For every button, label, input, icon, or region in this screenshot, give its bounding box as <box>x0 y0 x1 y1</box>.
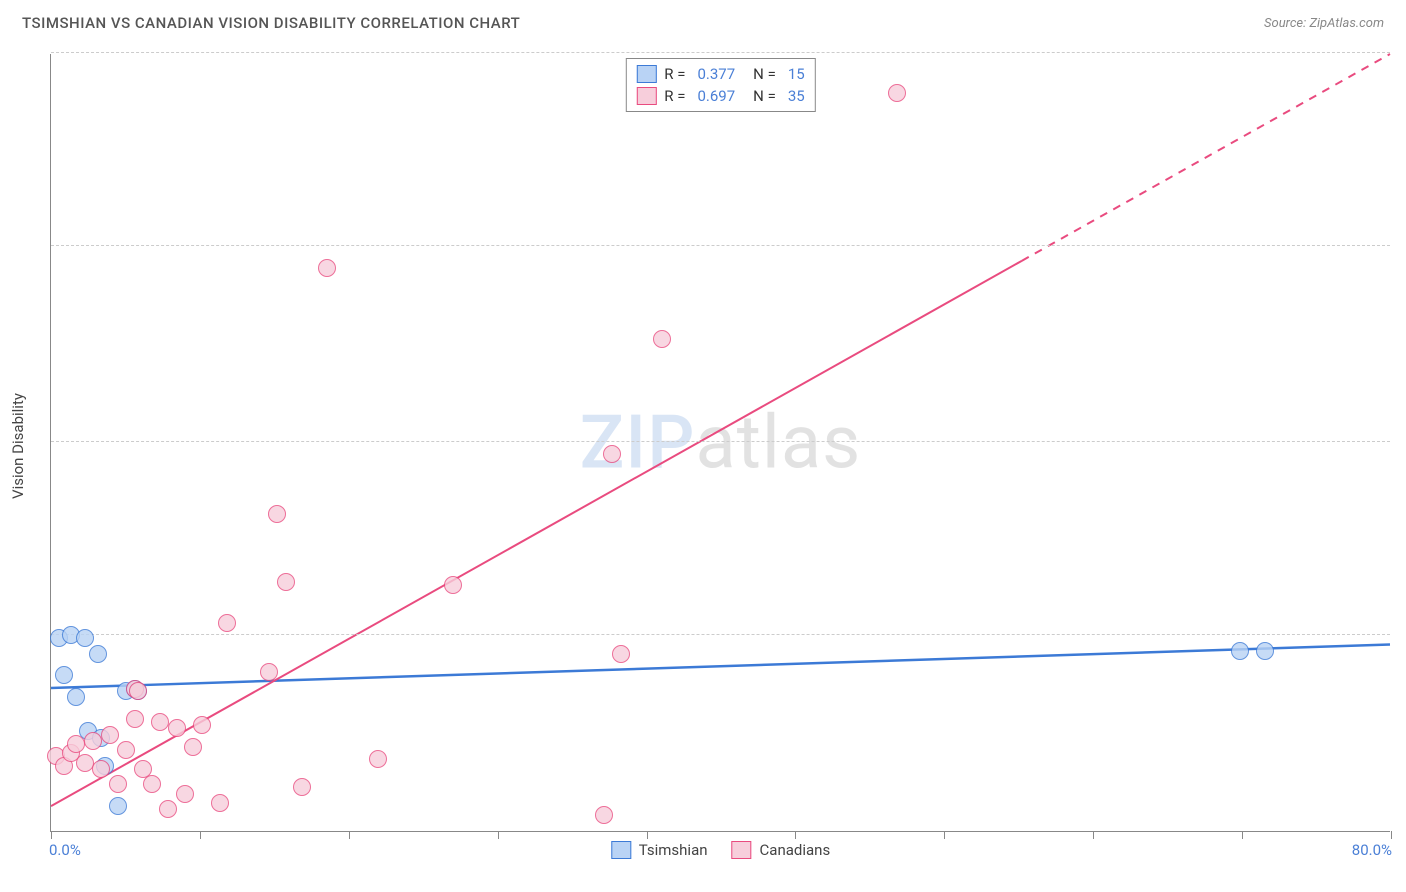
x-tick <box>1391 831 1392 839</box>
data-point <box>55 666 73 684</box>
gridline <box>51 634 1390 635</box>
data-point <box>211 794 229 812</box>
x-tick <box>498 831 499 839</box>
series-name: Canadians <box>760 841 831 859</box>
data-point <box>193 716 211 734</box>
legend-row: R = 0.697 N = 35 <box>636 85 804 107</box>
legend-row: R = 0.377 N = 15 <box>636 63 804 85</box>
data-point <box>109 775 127 793</box>
legend-swatch <box>611 841 631 859</box>
data-point <box>143 775 161 793</box>
data-point <box>293 778 311 796</box>
y-tick-label: 12.5% <box>1398 418 1406 434</box>
legend-r-value: 0.377 <box>697 65 735 83</box>
x-tick <box>1242 831 1243 839</box>
x-tick <box>51 831 52 839</box>
y-tick-label: 6.3% <box>1398 611 1406 627</box>
data-point <box>126 710 144 728</box>
data-point <box>318 259 336 277</box>
data-point <box>129 682 147 700</box>
data-point <box>277 573 295 591</box>
x-tick <box>647 831 648 839</box>
data-point <box>603 445 621 463</box>
legend-r-label: R = <box>664 87 685 105</box>
data-point <box>369 750 387 768</box>
x-axis-min-label: 0.0% <box>49 841 81 859</box>
series-legend-item: Tsimshian <box>611 841 708 859</box>
y-tick-label: 18.8% <box>1398 222 1406 238</box>
data-point <box>159 800 177 818</box>
gridline <box>51 52 1390 53</box>
data-point <box>109 797 127 815</box>
data-point <box>101 726 119 744</box>
header-bar: TSIMSHIAN VS CANADIAN VISION DISABILITY … <box>0 0 1406 46</box>
gridline <box>51 441 1390 442</box>
legend-r-value: 0.697 <box>697 87 735 105</box>
data-point <box>888 84 906 102</box>
data-point <box>260 663 278 681</box>
source-label: Source: ZipAtlas.com <box>1264 16 1384 31</box>
legend-swatch <box>732 841 752 859</box>
legend-swatch <box>636 65 656 83</box>
x-tick <box>349 831 350 839</box>
data-point <box>653 330 671 348</box>
correlation-legend: R = 0.377 N = 15 R = 0.697 N = 35 <box>625 58 815 112</box>
data-point <box>117 741 135 759</box>
data-point <box>89 645 107 663</box>
chart-title: TSIMSHIAN VS CANADIAN VISION DISABILITY … <box>22 14 520 32</box>
data-point <box>67 735 85 753</box>
data-point <box>84 732 102 750</box>
legend-n-value: 15 <box>788 65 805 83</box>
x-tick <box>1093 831 1094 839</box>
data-point <box>151 713 169 731</box>
data-point <box>1231 642 1249 660</box>
y-tick-label: 25.0% <box>1398 29 1406 45</box>
data-point <box>76 629 94 647</box>
data-point <box>184 738 202 756</box>
legend-r-label: R = <box>664 65 685 83</box>
data-point <box>76 754 94 772</box>
x-tick <box>795 831 796 839</box>
x-tick <box>200 831 201 839</box>
legend-n-label: N = <box>753 87 776 105</box>
x-axis-max-label: 80.0% <box>1352 841 1392 859</box>
plot-area: ZIPatlas R =0.377N =15R =0.697N =35 Tsim… <box>50 54 1390 832</box>
series-name: Tsimshian <box>639 841 708 859</box>
data-point <box>176 785 194 803</box>
series-legend-item: Canadians <box>732 841 831 859</box>
data-point <box>612 645 630 663</box>
y-axis-title: Vision Disability <box>9 393 27 499</box>
trend-lines-layer <box>51 54 1390 831</box>
data-point <box>444 576 462 594</box>
data-point <box>92 760 110 778</box>
series-legend: Tsimshian Canadians <box>611 841 830 859</box>
data-point <box>1256 642 1274 660</box>
watermark: ZIPatlas <box>580 399 862 486</box>
legend-swatch <box>636 87 656 105</box>
legend-n-label: N = <box>753 65 776 83</box>
data-point <box>168 719 186 737</box>
x-tick <box>944 831 945 839</box>
chart-container: TSIMSHIAN VS CANADIAN VISION DISABILITY … <box>0 0 1406 892</box>
data-point <box>218 614 236 632</box>
legend-n-value: 35 <box>788 87 805 105</box>
data-point <box>268 505 286 523</box>
gridline <box>51 245 1390 246</box>
data-point <box>595 806 613 824</box>
data-point <box>67 688 85 706</box>
